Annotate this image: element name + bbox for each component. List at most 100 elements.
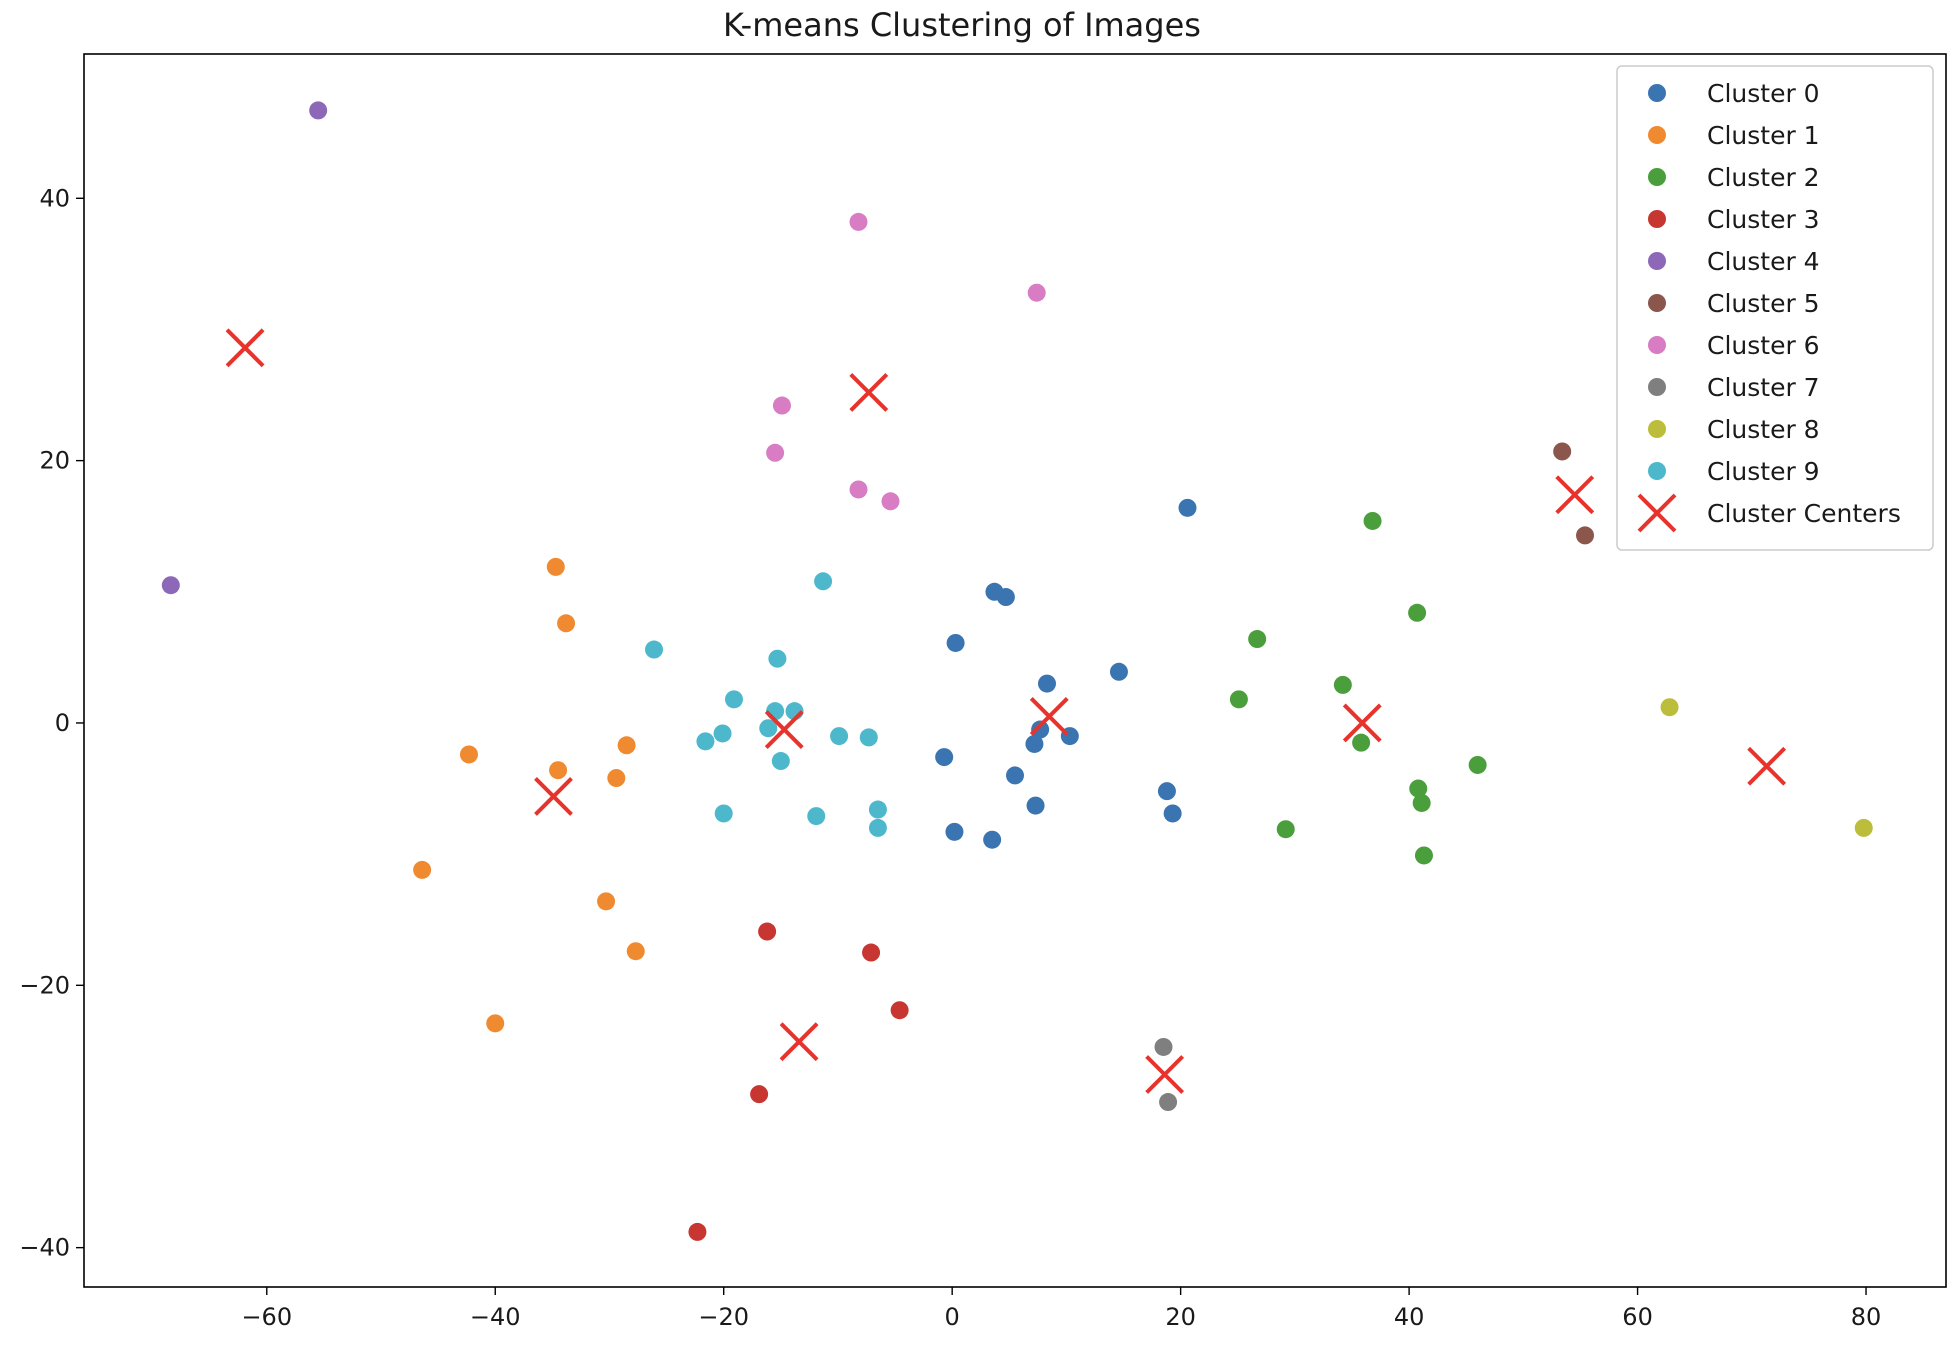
series-cluster-8 <box>1660 698 1873 837</box>
legend: Cluster 0 Cluster 1 Cluster 2 Cluster 3 Clus… <box>1616 65 1934 551</box>
cluster-5-point <box>1553 442 1572 461</box>
cluster-1-point <box>597 892 616 911</box>
cluster-1-point <box>459 745 478 764</box>
cluster-0-point <box>1178 498 1197 517</box>
legend-marker <box>1648 126 1666 144</box>
cluster-0-point <box>935 748 954 767</box>
plot-frame <box>83 53 1947 1288</box>
cluster-3-point <box>862 943 881 962</box>
cluster-9-point <box>807 807 826 826</box>
cluster-0-point <box>1037 674 1056 693</box>
cluster-center-marker <box>779 1022 819 1062</box>
x-tick-label: 40 <box>1394 1303 1425 1331</box>
series-cluster-6 <box>766 212 1046 511</box>
cluster-0-point <box>1163 804 1182 823</box>
cluster-3-point <box>890 1001 909 1020</box>
cluster-center-marker <box>1342 703 1382 743</box>
y-tick-label: −20 <box>19 971 70 999</box>
series-cluster-9 <box>645 572 887 837</box>
cluster-2-point <box>1363 511 1382 530</box>
x-tick-label: 80 <box>1851 1303 1882 1331</box>
legend-marker <box>1648 84 1666 102</box>
cluster-9-point <box>859 728 878 747</box>
cluster-2-point <box>1333 675 1352 694</box>
cluster-center-marker <box>764 710 804 749</box>
series-cluster-1 <box>413 557 645 1033</box>
series-cluster-0 <box>935 498 1197 849</box>
legend-marker <box>1637 493 1677 533</box>
legend-label: Cluster 3 <box>1707 205 1820 234</box>
x-tick-label: −40 <box>470 1303 521 1331</box>
legend-marker <box>1648 378 1666 396</box>
cluster-8-point <box>1660 698 1679 717</box>
cluster-1-point <box>557 614 576 633</box>
cluster-5-point <box>1576 526 1595 545</box>
y-tick-label: −40 <box>19 1234 70 1262</box>
legend-label: Cluster 4 <box>1707 247 1820 276</box>
cluster-9-point <box>814 572 833 591</box>
cluster-2-point <box>1412 793 1431 812</box>
cluster-1-point <box>617 736 636 755</box>
series-cluster-centers <box>225 328 1787 1094</box>
cluster-9-point <box>724 690 743 709</box>
cluster-1-point <box>413 860 432 879</box>
cluster-0-point <box>996 588 1015 607</box>
cluster-2-point <box>1409 779 1428 798</box>
y-tick-label: 20 <box>39 447 70 475</box>
cluster-9-point <box>830 727 849 746</box>
cluster-3-point <box>688 1222 707 1241</box>
cluster-2-point <box>1408 603 1427 622</box>
cluster-2-point <box>1248 630 1267 649</box>
cluster-1-point <box>549 761 568 780</box>
cluster-center-marker <box>1555 475 1595 515</box>
cluster-6-point <box>766 443 785 462</box>
cluster-2-point <box>1276 820 1295 839</box>
cluster-0-point <box>1026 796 1045 815</box>
legend-label: Cluster 6 <box>1707 331 1820 360</box>
legend-label: Cluster 2 <box>1707 163 1820 192</box>
legend-label: Cluster Centers <box>1707 499 1901 528</box>
cluster-6-point <box>772 396 791 415</box>
legend-marker <box>1648 420 1666 438</box>
chart-title: K-means Clustering of Images <box>723 6 1201 44</box>
cluster-center-marker <box>534 777 573 816</box>
legend-label: Cluster 1 <box>1707 121 1820 150</box>
y-tick-label: 40 <box>39 184 70 212</box>
cluster-7-point <box>1154 1037 1173 1056</box>
cluster-center-marker <box>1747 746 1787 786</box>
cluster-4-point <box>309 101 328 120</box>
x-tick-label: −20 <box>698 1303 749 1331</box>
cluster-0-point <box>946 633 965 652</box>
legend-marker <box>1648 210 1666 228</box>
cluster-1-point <box>607 769 626 788</box>
x-axis: −60 −40 −20 0 20 40 60 80 <box>241 1287 1881 1331</box>
cluster-9-point <box>714 804 733 823</box>
cluster-0-point <box>1109 662 1128 681</box>
x-tick-label: −60 <box>241 1303 292 1331</box>
cluster-8-point <box>1854 818 1873 837</box>
cluster-6-point <box>881 492 900 511</box>
legend-label: Cluster 9 <box>1707 457 1820 486</box>
cluster-9-point <box>771 752 790 771</box>
legend-label: Cluster 7 <box>1707 373 1820 402</box>
series-cluster-7 <box>1154 1037 1178 1112</box>
cluster-3-point <box>758 922 777 941</box>
cluster-2-point <box>1229 690 1248 709</box>
cluster-3-point <box>750 1085 769 1104</box>
legend-marker <box>1648 252 1666 270</box>
series-cluster-5 <box>1553 442 1595 545</box>
cluster-1-point <box>486 1014 505 1033</box>
cluster-2-point <box>1352 733 1371 752</box>
cluster-0-point <box>1006 766 1024 785</box>
series-cluster-4 <box>161 101 328 595</box>
legend-label: Cluster 8 <box>1707 415 1820 444</box>
cluster-9-point <box>696 732 715 751</box>
y-axis: −40 −20 0 20 40 <box>19 184 84 1262</box>
plot-marks <box>161 101 1873 1241</box>
cluster-1-point <box>626 942 645 961</box>
cluster-7-point <box>1159 1093 1178 1112</box>
cluster-6-point <box>849 480 868 499</box>
legend-marker <box>1648 168 1666 186</box>
